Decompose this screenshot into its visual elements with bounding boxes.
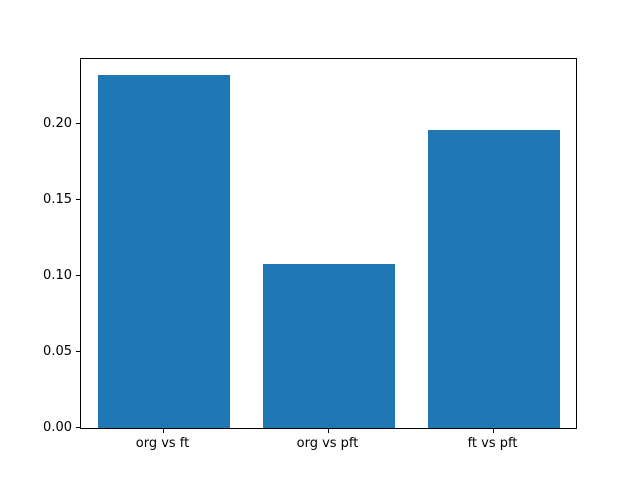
bar [427,130,560,428]
y-tick-mark [76,351,80,352]
y-tick-label: 0.05 [43,344,72,359]
bar [262,264,395,428]
y-tick-mark [76,199,80,200]
y-tick-label: 0.00 [43,420,72,435]
y-tick-label: 0.10 [43,268,72,283]
x-tick-mark [492,429,494,433]
bar [97,75,230,428]
plot-area [80,58,577,429]
x-tick-label: ft vs pft [467,436,518,451]
x-tick-label: org vs ft [135,436,190,451]
x-tick-label: org vs pft [296,436,359,451]
x-tick-mark [327,429,329,433]
y-tick-mark [76,275,80,276]
y-tick-mark [76,427,80,428]
y-tick-label: 0.20 [43,116,72,131]
y-tick-label: 0.15 [43,192,72,207]
x-tick-mark [162,429,164,433]
y-tick-mark [76,123,80,124]
